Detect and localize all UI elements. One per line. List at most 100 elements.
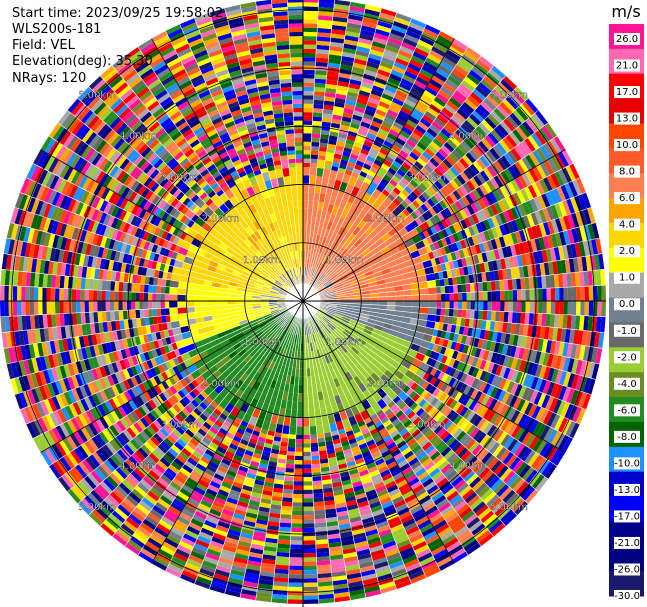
range-gate <box>345 30 360 38</box>
range-gate <box>421 31 437 43</box>
range-gate <box>512 334 519 347</box>
range-gate <box>333 101 345 108</box>
range-gate <box>547 220 555 235</box>
range-gate <box>328 54 342 61</box>
range-gate <box>386 309 395 316</box>
range-gate <box>495 290 501 301</box>
range-gate <box>453 90 468 102</box>
range-gate <box>591 222 600 239</box>
range-gate <box>517 174 528 189</box>
range-gate <box>353 110 364 118</box>
range-gate <box>331 24 347 31</box>
range-gate <box>314 78 327 84</box>
range-gate <box>320 134 330 140</box>
range-gate <box>285 463 295 469</box>
range-gate <box>356 241 366 251</box>
range-gate <box>316 262 323 271</box>
range-gate <box>566 198 576 214</box>
range-gate <box>443 278 449 287</box>
range-gate <box>482 241 490 253</box>
range-gate <box>380 246 391 255</box>
range-gate <box>373 159 383 167</box>
range-gate <box>505 196 515 209</box>
range-gate <box>410 312 420 320</box>
range-gate <box>436 114 449 125</box>
range-gate <box>478 122 491 135</box>
range-gate <box>342 250 351 260</box>
range-gate <box>407 214 415 223</box>
range-gate <box>76 289 81 301</box>
range-gate <box>512 128 525 143</box>
range-gate <box>483 167 494 180</box>
range-gate <box>453 292 459 301</box>
range-gate <box>508 290 514 301</box>
range-gate <box>351 114 363 122</box>
range-gate <box>538 209 547 223</box>
range-gate <box>131 292 136 301</box>
range-gate <box>520 312 526 325</box>
range-gate <box>532 149 544 165</box>
range-gate <box>423 163 434 174</box>
range-gate <box>88 289 94 301</box>
range-gate <box>404 33 420 44</box>
range-gate <box>560 184 571 200</box>
range-gate <box>400 78 414 88</box>
range-gate <box>303 124 313 130</box>
range-gate <box>402 311 412 319</box>
range-gate <box>364 8 381 17</box>
range-gate <box>393 93 406 103</box>
range-gate <box>425 244 433 253</box>
range-gate <box>371 85 385 94</box>
range-gate <box>403 197 412 206</box>
range-gate <box>344 169 353 176</box>
range-gate <box>488 191 498 204</box>
range-gate <box>372 177 381 186</box>
range-gate <box>105 311 111 322</box>
range-gate <box>521 156 533 171</box>
range-gate <box>516 190 526 204</box>
range-gate <box>315 271 322 280</box>
range-gate <box>319 291 328 296</box>
range-gate <box>466 73 481 86</box>
range-gate <box>46 287 51 301</box>
range-gate <box>592 301 598 317</box>
range-gate <box>441 228 449 238</box>
range-gate <box>303 129 312 134</box>
range-gate <box>445 78 459 90</box>
range-gate <box>325 83 338 90</box>
range-gate <box>512 109 526 124</box>
range-gate <box>499 311 505 323</box>
range-gate <box>411 306 421 314</box>
range-gate <box>344 253 354 262</box>
range-gate <box>371 41 387 49</box>
range-gate <box>372 266 382 274</box>
range-gate <box>426 127 438 138</box>
range-gate <box>279 522 292 528</box>
range-gate <box>314 82 326 88</box>
range-gate <box>287 446 296 452</box>
range-gate <box>475 125 488 138</box>
range-gate <box>502 136 514 151</box>
range-gate <box>496 157 508 171</box>
range-gate <box>512 289 518 301</box>
range-gate <box>537 338 544 352</box>
range-gate <box>479 301 484 311</box>
range-gate <box>401 232 412 243</box>
range-gate <box>351 282 361 288</box>
range-gate <box>442 270 448 279</box>
range-gate <box>290 527 303 533</box>
range-gate <box>318 193 326 203</box>
range-gate <box>462 292 467 301</box>
range-gate <box>531 113 545 128</box>
range-gate <box>303 78 315 83</box>
range-gate <box>575 227 583 243</box>
range-gate <box>292 506 303 512</box>
range-gate <box>379 97 392 106</box>
range-gate <box>376 170 386 178</box>
range-gate <box>555 217 563 233</box>
range-gate <box>438 255 445 265</box>
range-gate <box>469 113 482 126</box>
range-gate <box>536 164 547 179</box>
range-gate <box>283 484 294 490</box>
range-gate <box>131 309 137 319</box>
